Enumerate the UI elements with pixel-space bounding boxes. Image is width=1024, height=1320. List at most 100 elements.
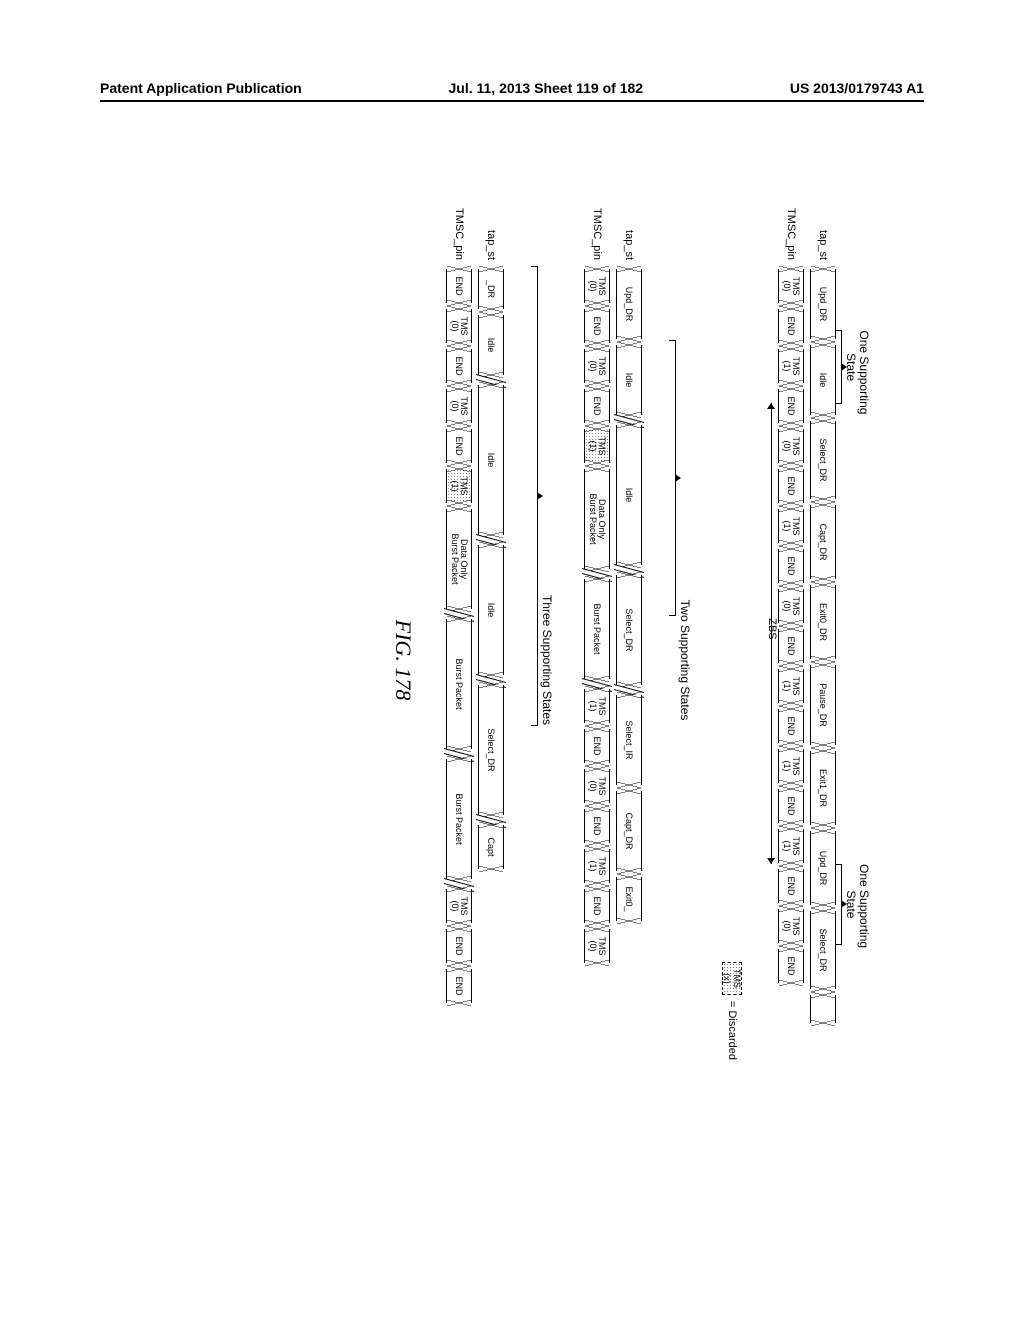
title-two-supporting: Two Supporting States (678, 200, 692, 1120)
waveform-segment: TMS (1) (778, 509, 804, 543)
waveform-segment: TMS (0) (584, 269, 610, 303)
track-tmsc-3: END TMS (0) END TMS (0) END TMS (1) Data Only … (446, 266, 472, 1120)
title-three-supporting: Three Supporting States (540, 200, 554, 1120)
waveform-segment: END (446, 969, 472, 1003)
waveform-segment: Idle (478, 545, 504, 675)
waveform-segment: TMS (0) (584, 929, 610, 963)
waveform-segment: END (446, 349, 472, 383)
waveform-segment: Select_DR (478, 685, 504, 815)
row-tap-st-1: tap_st Upd_DRIdleSelect_DRCapt_DRExit0_D… (810, 200, 836, 1120)
header-right: US 2013/0179743 A1 (790, 80, 924, 96)
waveform-segment: END (778, 789, 804, 823)
waveform-segment: END (778, 709, 804, 743)
supporting-state-bracket: Three Supporting States (525, 266, 538, 726)
row-tap-st-3: tap_st _DR Idle Idle Idle Select_DR Capt (478, 200, 504, 1120)
waveform-segment: Idle (616, 425, 642, 565)
timing-diagram: One Supporting StateOne Supporting State… (150, 200, 870, 1120)
header-rule (100, 100, 924, 102)
waveform-segment: TMS (1) (584, 849, 610, 883)
waveform-segment: Data Only Burst Packet (446, 509, 472, 609)
waveform-segment: Select_IR (616, 695, 642, 785)
waveform-segment: END (778, 389, 804, 423)
waveform-segment: Capt_DR (810, 505, 836, 579)
section-three-supporting: Three Supporting States Three Supporting… (446, 200, 554, 1120)
waveform-segment: TMS (1) (584, 689, 610, 723)
waveform-segment: Idle (478, 385, 504, 535)
waveform-segment: END (778, 309, 804, 343)
row-tmsc-3: TMSC_pin END TMS (0) END TMS (0) END TMS (1) D… (446, 200, 472, 1120)
row-tap-st-2: tap_st Upd_DR Idle Idle Select_DR Select_IR C… (616, 200, 642, 1120)
waveform-segment: TMS (1) (778, 749, 804, 783)
label-tmsc: TMSC_pin (591, 200, 603, 266)
waveform-segment: TMS (0) (446, 309, 472, 343)
track-tmsc-1: TMS (0) END TMS (1) END TMS (0) END TMS (1) END… (778, 266, 804, 1120)
row-tmsc-2: TMSC_pin TMS (0) END TMS (0) END TMS (1) Data… (584, 200, 610, 1120)
waveform-segment: TMS (0) (778, 429, 804, 463)
waveform-segment: Data Only Burst Packet (584, 469, 610, 569)
diagram-rotated-wrap: One Supporting StateOne Supporting State… (50, 300, 970, 1020)
waveform-segment: TMS (0) (584, 349, 610, 383)
label-tmsc: TMSC_pin (453, 200, 465, 266)
header-center: Jul. 11, 2013 Sheet 119 of 182 (448, 80, 643, 96)
header-left: Patent Application Publication (100, 80, 302, 96)
waveform-segment: END (778, 469, 804, 503)
waveform-segment: TMS (0) (446, 889, 472, 923)
waveform-segment: END (778, 549, 804, 583)
waveform-segment: _DR (478, 269, 504, 309)
waveform-segment: Select_DR (810, 911, 836, 989)
waveform-segment: END (584, 729, 610, 763)
waveform-segment: Select_DR (616, 575, 642, 685)
track-tap-3: _DR Idle Idle Idle Select_DR Capt (478, 266, 504, 1120)
row-tmsc-1: TMSC_pin TMS (0)ENDTMS (1)ENDTMS (0)ENDT… (778, 200, 804, 1120)
waveform-segment: TMS (0) (584, 769, 610, 803)
discarded-legend: TMS (x) = Discarded (722, 962, 742, 1060)
waveform-segment: END (446, 269, 472, 303)
waveform-segment: Select_DR (810, 421, 836, 499)
waveform-segment: TMS (0) (778, 909, 804, 943)
waveform-segment: Burst Packet (446, 619, 472, 749)
waveform-segment: END (778, 629, 804, 663)
label-tap-st: tap_st (485, 200, 497, 266)
track-tmsc-2: TMS (0) END TMS (0) END TMS (1) Data Only Bur… (584, 266, 610, 1120)
waveform-segment: END (778, 869, 804, 903)
waveform-segment: TMS (1) (778, 349, 804, 383)
waveform-segment: Idle (478, 315, 504, 375)
waveform-segment: END (446, 929, 472, 963)
waveform-segment: TMS (1) (778, 669, 804, 703)
section-two-supporting: Two Supporting States Two Supporting Sta… (584, 200, 692, 1120)
supporting-state-bracket: Two Supporting States (663, 340, 676, 616)
waveform-segment: TMS (1) (584, 429, 610, 463)
label-tap-st: tap_st (623, 200, 635, 266)
discarded-chip: TMS (x) (722, 962, 742, 995)
page-header: Patent Application Publication Jul. 11, … (0, 80, 1024, 96)
waveform-segment: Exit0_ (616, 877, 642, 921)
waveform-segment: Capt_DR (616, 791, 642, 871)
waveform-segment: END (584, 889, 610, 923)
label-tap-st: tap_st (817, 200, 829, 266)
waveform-segment: Burst Packet (446, 759, 472, 879)
track-tap-2: Upd_DR Idle Idle Select_DR Select_IR Capt_DR E… (616, 266, 642, 1120)
figure-label: FIG. 178 (390, 200, 416, 1120)
waveform-segment: TMS (1) (778, 829, 804, 863)
waveform-segment: TMS (0) (778, 589, 804, 623)
waveform-segment: Capt (478, 825, 504, 869)
waveform-segment: TMS (1) (446, 469, 472, 503)
waveform-segment: TMS (0) (446, 389, 472, 423)
waveform-segment (810, 995, 836, 1023)
waveform-segment: Pause_DR (810, 665, 836, 745)
track-tap-1: Upd_DRIdleSelect_DRCapt_DRExit0_DRPause_… (810, 266, 836, 1120)
label-tmsc: TMSC_pin (785, 200, 797, 266)
discarded-text: = Discarded (726, 1001, 738, 1060)
zbs-label: ZBS (766, 618, 778, 639)
waveform-segment: Upd_DR (810, 269, 836, 339)
waveform-segment: END (446, 429, 472, 463)
waveform-segment: Upd_DR (810, 831, 836, 905)
waveform-segment: END (584, 809, 610, 843)
waveform-segment: END (584, 389, 610, 423)
waveform-segment: Upd_DR (616, 269, 642, 339)
waveform-segment: Idle (616, 345, 642, 415)
waveform-segment: Burst Packet (584, 579, 610, 679)
waveform-segment: Idle (810, 345, 836, 415)
waveform-segment: Exit1_DR (810, 751, 836, 825)
section-one-supporting: One Supporting StateOne Supporting State… (722, 200, 870, 1120)
